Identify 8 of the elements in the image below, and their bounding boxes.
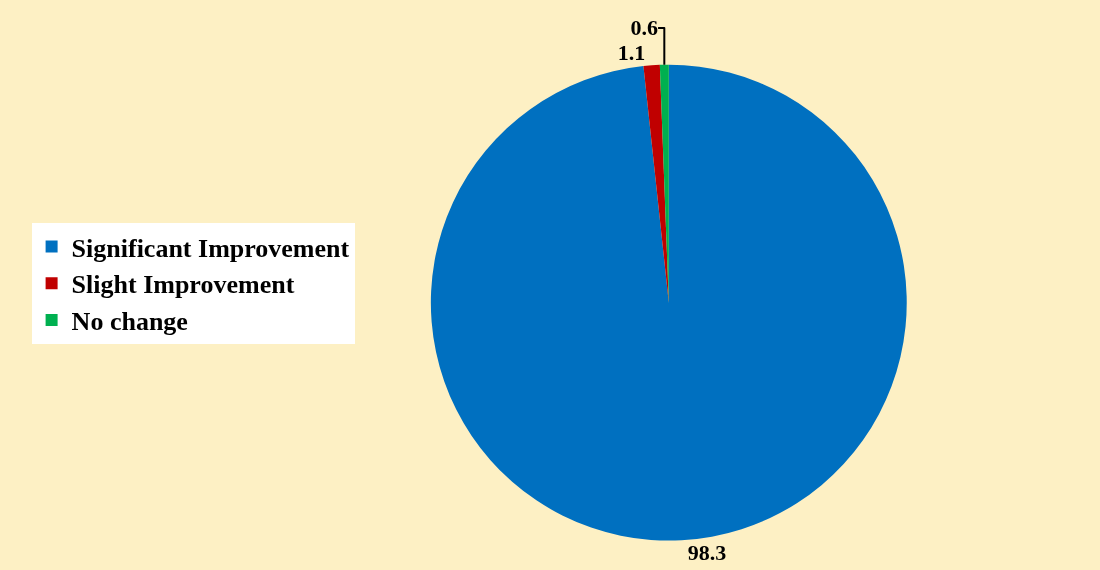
data-label: 1.1 [617,40,646,66]
pie-slice [431,64,907,541]
legend-label: Slight Improvement [71,270,295,300]
data-label: 98.3 [687,540,727,566]
legend-label: No change [71,307,188,337]
data-label: 0.6 [630,15,659,41]
pie-slice [643,64,669,303]
legend-label: Significant Improvement [71,233,350,263]
